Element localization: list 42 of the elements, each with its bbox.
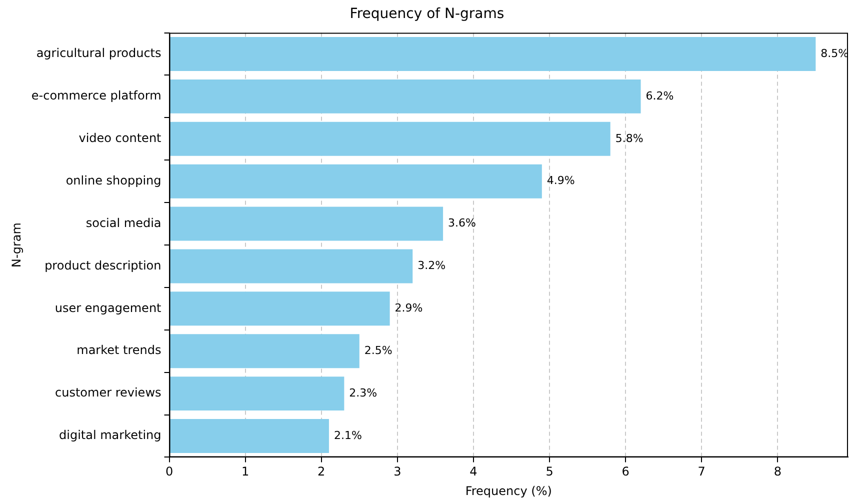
y-tick-label: online shopping (66, 173, 162, 188)
bar (170, 206, 444, 241)
x-tick-label: 4 (470, 464, 478, 479)
data-label: 8.5% (820, 46, 849, 60)
data-label: 5.8% (615, 132, 644, 145)
bar (170, 249, 413, 284)
data-label: 3.2% (418, 259, 446, 272)
bar (170, 419, 329, 453)
data-label: 6.2% (646, 89, 674, 102)
y-tick-label: digital marketing (59, 428, 162, 442)
x-tick-label: 0 (165, 464, 174, 479)
data-label: 2.9% (394, 302, 423, 315)
x-axis-title: Frequency (%) (465, 484, 552, 498)
data-label: 2.3% (349, 386, 378, 400)
x-tick-label: 3 (394, 464, 402, 479)
bar (170, 79, 641, 114)
x-tick-label: 7 (698, 464, 706, 479)
bar (170, 164, 542, 198)
y-tick-label: product description (44, 258, 162, 272)
y-tick-label: user engagement (54, 300, 162, 315)
bar (170, 37, 816, 71)
x-tick-label: 6 (622, 464, 630, 479)
x-tick-label: 8 (774, 464, 782, 479)
y-tick-label: social media (86, 216, 162, 230)
bar (170, 334, 360, 368)
y-tick-label: agricultural products (36, 46, 162, 60)
data-label: 2.5% (364, 344, 392, 357)
data-label: 4.9% (546, 174, 575, 188)
bar (170, 376, 344, 411)
y-tick-label: customer reviews (55, 386, 162, 400)
chart-title: Frequency of N-grams (350, 6, 504, 22)
y-tick-label: e-commerce platform (31, 88, 162, 103)
bar (170, 292, 390, 326)
x-tick-label: 5 (546, 464, 554, 479)
data-label: 3.6% (448, 216, 476, 230)
x-tick-label: 1 (241, 464, 250, 479)
data-label: 2.1% (334, 428, 362, 442)
bar (170, 122, 610, 156)
x-tick-label: 2 (318, 464, 326, 479)
y-tick-label: market trends (76, 343, 162, 358)
y-tick-label: video content (78, 131, 162, 146)
y-axis-title: N-gram (9, 222, 24, 268)
